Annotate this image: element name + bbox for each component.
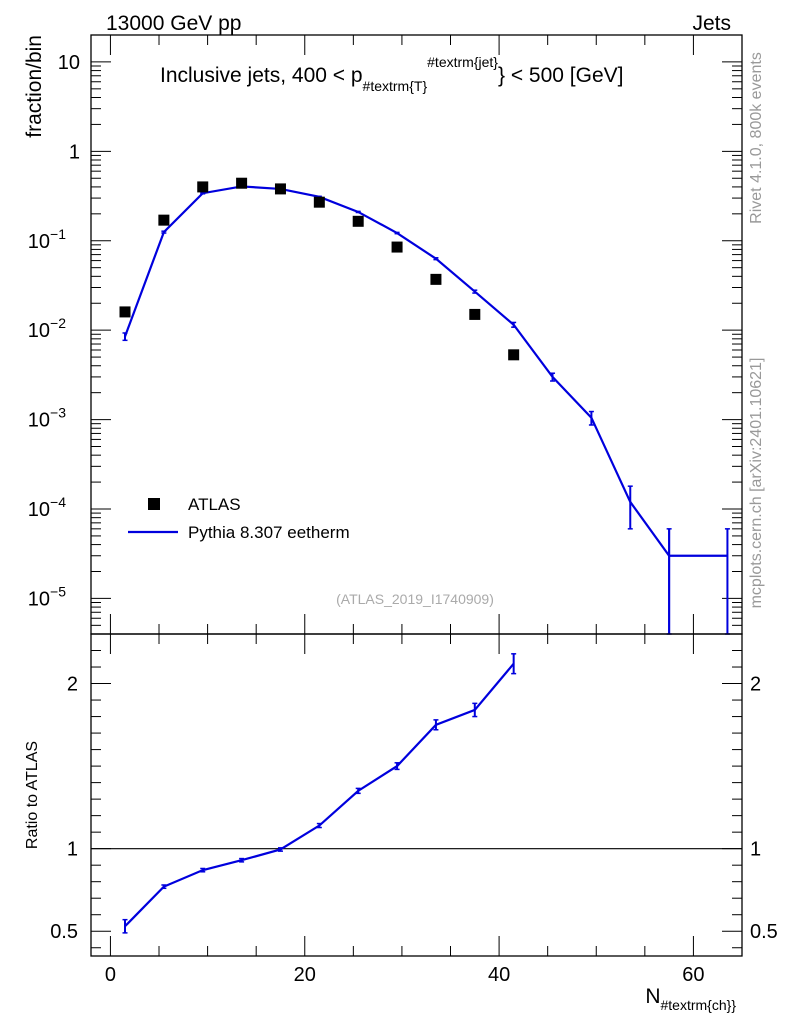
header-collision-label: 13000 GeV pp: [106, 12, 241, 35]
ratio-frame: [90, 633, 743, 957]
atlas-series: [119, 177, 520, 361]
x-tick-label: 0: [105, 964, 116, 986]
main-y-tick-exponent: −2: [50, 315, 66, 331]
main-y-tick-exponent: −4: [50, 494, 66, 510]
main-y-tick-label: 10−2: [28, 315, 66, 342]
x-tick-label: 40: [488, 964, 510, 986]
atlas-point: [119, 306, 131, 318]
chart-title: Inclusive jets, 400 < p#textrm{T} #textrm…: [160, 54, 623, 94]
main-frame: [90, 34, 743, 635]
header-jets-label: Jets: [692, 12, 731, 35]
ratio-panel: 0.5 0.5 1 1 2 2 0 20 40 60 Ratio to ATLAS N#text…: [24, 633, 778, 1013]
main-y-tick-exponent: −3: [50, 405, 66, 421]
main-y-tick-label: 10−1: [28, 226, 66, 253]
atlas-point: [313, 196, 325, 208]
legend-atlas-marker: [148, 498, 160, 510]
ratio-y-tick-label-right: 0.5: [750, 921, 778, 943]
main-y-tick-label: 1: [69, 141, 80, 163]
atlas-point: [391, 241, 403, 253]
main-y-tick-base: 10: [28, 320, 50, 342]
main-y-tick-base: 10: [28, 588, 50, 610]
analysis-watermark: (ATLAS_2019_I1740909): [336, 591, 494, 607]
legend: ATLAS Pythia 8.307 eetherm: [128, 495, 350, 542]
main-y-tick-label: 10: [58, 52, 80, 74]
main-y-tick-label: 10−3: [28, 405, 66, 432]
atlas-point: [274, 183, 286, 195]
main-x-axis: [109, 35, 694, 634]
main-y-tick-exponent: −5: [50, 583, 66, 599]
chart-title-prefix: Inclusive jets, 400 < p: [160, 64, 363, 87]
chart-title-sub: #textrm{T}: [363, 78, 428, 94]
atlas-point: [352, 215, 364, 227]
atlas-point: [197, 181, 209, 193]
main-y-tick-base: 10: [28, 410, 50, 432]
atlas-point: [236, 177, 248, 189]
main-y-axis-label: fraction/bin: [23, 35, 46, 138]
chart-title-sup: #textrm{jet}: [427, 54, 498, 70]
x-axis-label-base: N: [645, 985, 660, 1008]
ratio-y-tick-label: 0.5: [50, 921, 78, 943]
ratio-y-tick-label-right: 1: [750, 839, 761, 861]
ratio-series-line: [124, 663, 515, 928]
atlas-point: [469, 308, 481, 320]
main-y-tick-label: 10−4: [28, 494, 66, 521]
main-y-tick-label: 10−5: [28, 583, 66, 610]
ratio-y-tick-label: 2: [67, 674, 78, 696]
atlas-point: [158, 214, 170, 226]
x-tick-label: 20: [294, 964, 316, 986]
main-y-tick-base: 10: [58, 52, 80, 74]
mcplots-side-label: mcplots.cern.ch [arXiv:2401.10621]: [748, 358, 765, 609]
rivet-side-label: Rivet 4.1.0, 800k events: [748, 52, 765, 224]
main-y-tick-base: 10: [28, 499, 50, 521]
x-axis-label-sub: #textrm{ch}}: [661, 997, 737, 1013]
main-y-tick-exponent: −1: [50, 226, 66, 242]
chart-title-suffix: } < 500 [GeV]: [498, 64, 624, 87]
mc-series: [122, 185, 730, 635]
ratio-y-axis-label: Ratio to ATLAS: [24, 741, 41, 849]
legend-mc-label: Pythia 8.307 eetherm: [188, 523, 350, 542]
ratio-y-tick-label: 1: [67, 839, 78, 861]
ratio-x-axis: 0 20 40 60: [105, 634, 705, 986]
main-y-tick-base: 10: [28, 231, 50, 253]
x-axis-label: N#textrm{ch}}: [645, 985, 736, 1013]
ratio-y-axis: 0.5 0.5 1 1 2 2: [50, 650, 778, 949]
main-y-tick-base: 1: [69, 141, 80, 163]
x-tick-label: 60: [682, 964, 704, 986]
ratio-series: [122, 653, 517, 934]
atlas-point: [430, 273, 442, 285]
legend-atlas-label: ATLAS: [188, 495, 241, 514]
ratio-y-tick-label-right: 2: [750, 674, 761, 696]
atlas-point: [508, 349, 520, 361]
